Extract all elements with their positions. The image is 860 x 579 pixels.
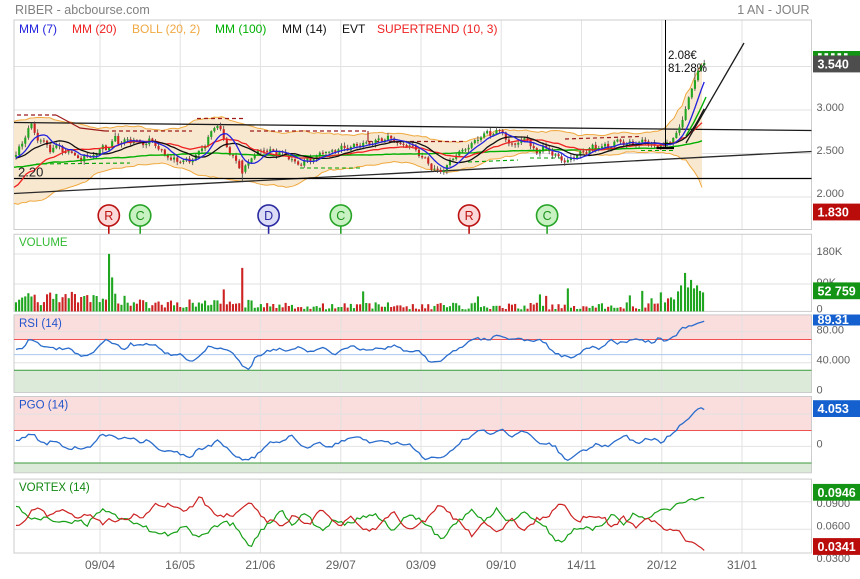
svg-text:R: R (104, 209, 113, 223)
svg-text:20/12: 20/12 (647, 558, 677, 572)
svg-text:2.000: 2.000 (817, 188, 845, 200)
svg-text:R: R (465, 209, 474, 223)
svg-text:09/04: 09/04 (85, 558, 115, 572)
svg-text:0: 0 (817, 384, 823, 396)
svg-text:81.28%: 81.28% (668, 63, 707, 75)
svg-text:2.500: 2.500 (817, 145, 845, 157)
svg-text:C: C (336, 209, 345, 223)
svg-text:VOLUME: VOLUME (19, 237, 68, 249)
svg-text:PGO (14): PGO (14) (19, 400, 68, 412)
svg-text:MM (100): MM (100) (215, 22, 266, 36)
svg-text:14/11: 14/11 (567, 558, 596, 572)
svg-text:0: 0 (817, 439, 823, 451)
svg-text:BOLL (20, 2): BOLL (20, 2) (132, 22, 200, 36)
svg-text:180K: 180K (817, 246, 843, 258)
svg-text:C: C (543, 209, 552, 223)
svg-text:C: C (136, 209, 145, 223)
svg-text:3.000: 3.000 (817, 102, 845, 114)
svg-text:VORTEX (14): VORTEX (14) (19, 482, 90, 494)
svg-text:80.00: 80.00 (817, 325, 845, 337)
svg-text:D: D (264, 209, 273, 223)
svg-text:0.0300: 0.0300 (817, 553, 851, 565)
svg-text:03/09: 03/09 (406, 558, 436, 572)
svg-text:3.540: 3.540 (818, 58, 849, 72)
svg-text:31/01: 31/01 (727, 558, 757, 572)
svg-text:1.830: 1.830 (818, 206, 849, 220)
svg-text:0.0600: 0.0600 (817, 521, 851, 533)
svg-text:MM (14): MM (14) (282, 22, 327, 36)
svg-text:1 AN - JOUR: 1 AN - JOUR (737, 3, 809, 17)
svg-text:2.20: 2.20 (18, 165, 43, 180)
svg-text:0.0341: 0.0341 (818, 540, 856, 554)
svg-text:SUPERTREND (10, 3): SUPERTREND (10, 3) (377, 22, 497, 36)
svg-text:0: 0 (817, 304, 823, 316)
svg-text:MM (20): MM (20) (72, 22, 117, 36)
svg-text:89.31: 89.31 (818, 313, 849, 327)
svg-text:29/07: 29/07 (326, 558, 356, 572)
svg-text:4.053: 4.053 (818, 402, 849, 416)
svg-text:21/06: 21/06 (245, 558, 275, 572)
svg-text:0.0946: 0.0946 (818, 486, 856, 500)
svg-text:EVT: EVT (342, 22, 366, 36)
svg-text:RSI (14): RSI (14) (19, 318, 62, 330)
svg-text:09/10: 09/10 (486, 558, 516, 572)
svg-text:52 759: 52 759 (818, 284, 856, 298)
svg-text:2.08€: 2.08€ (668, 50, 697, 62)
svg-text:0.0900: 0.0900 (817, 498, 851, 510)
svg-text:40.000: 40.000 (817, 354, 851, 366)
svg-text:MM (7): MM (7) (19, 22, 57, 36)
svg-text:16/05: 16/05 (165, 558, 195, 572)
svg-text:RIBER - abcbourse.com: RIBER - abcbourse.com (15, 3, 150, 17)
